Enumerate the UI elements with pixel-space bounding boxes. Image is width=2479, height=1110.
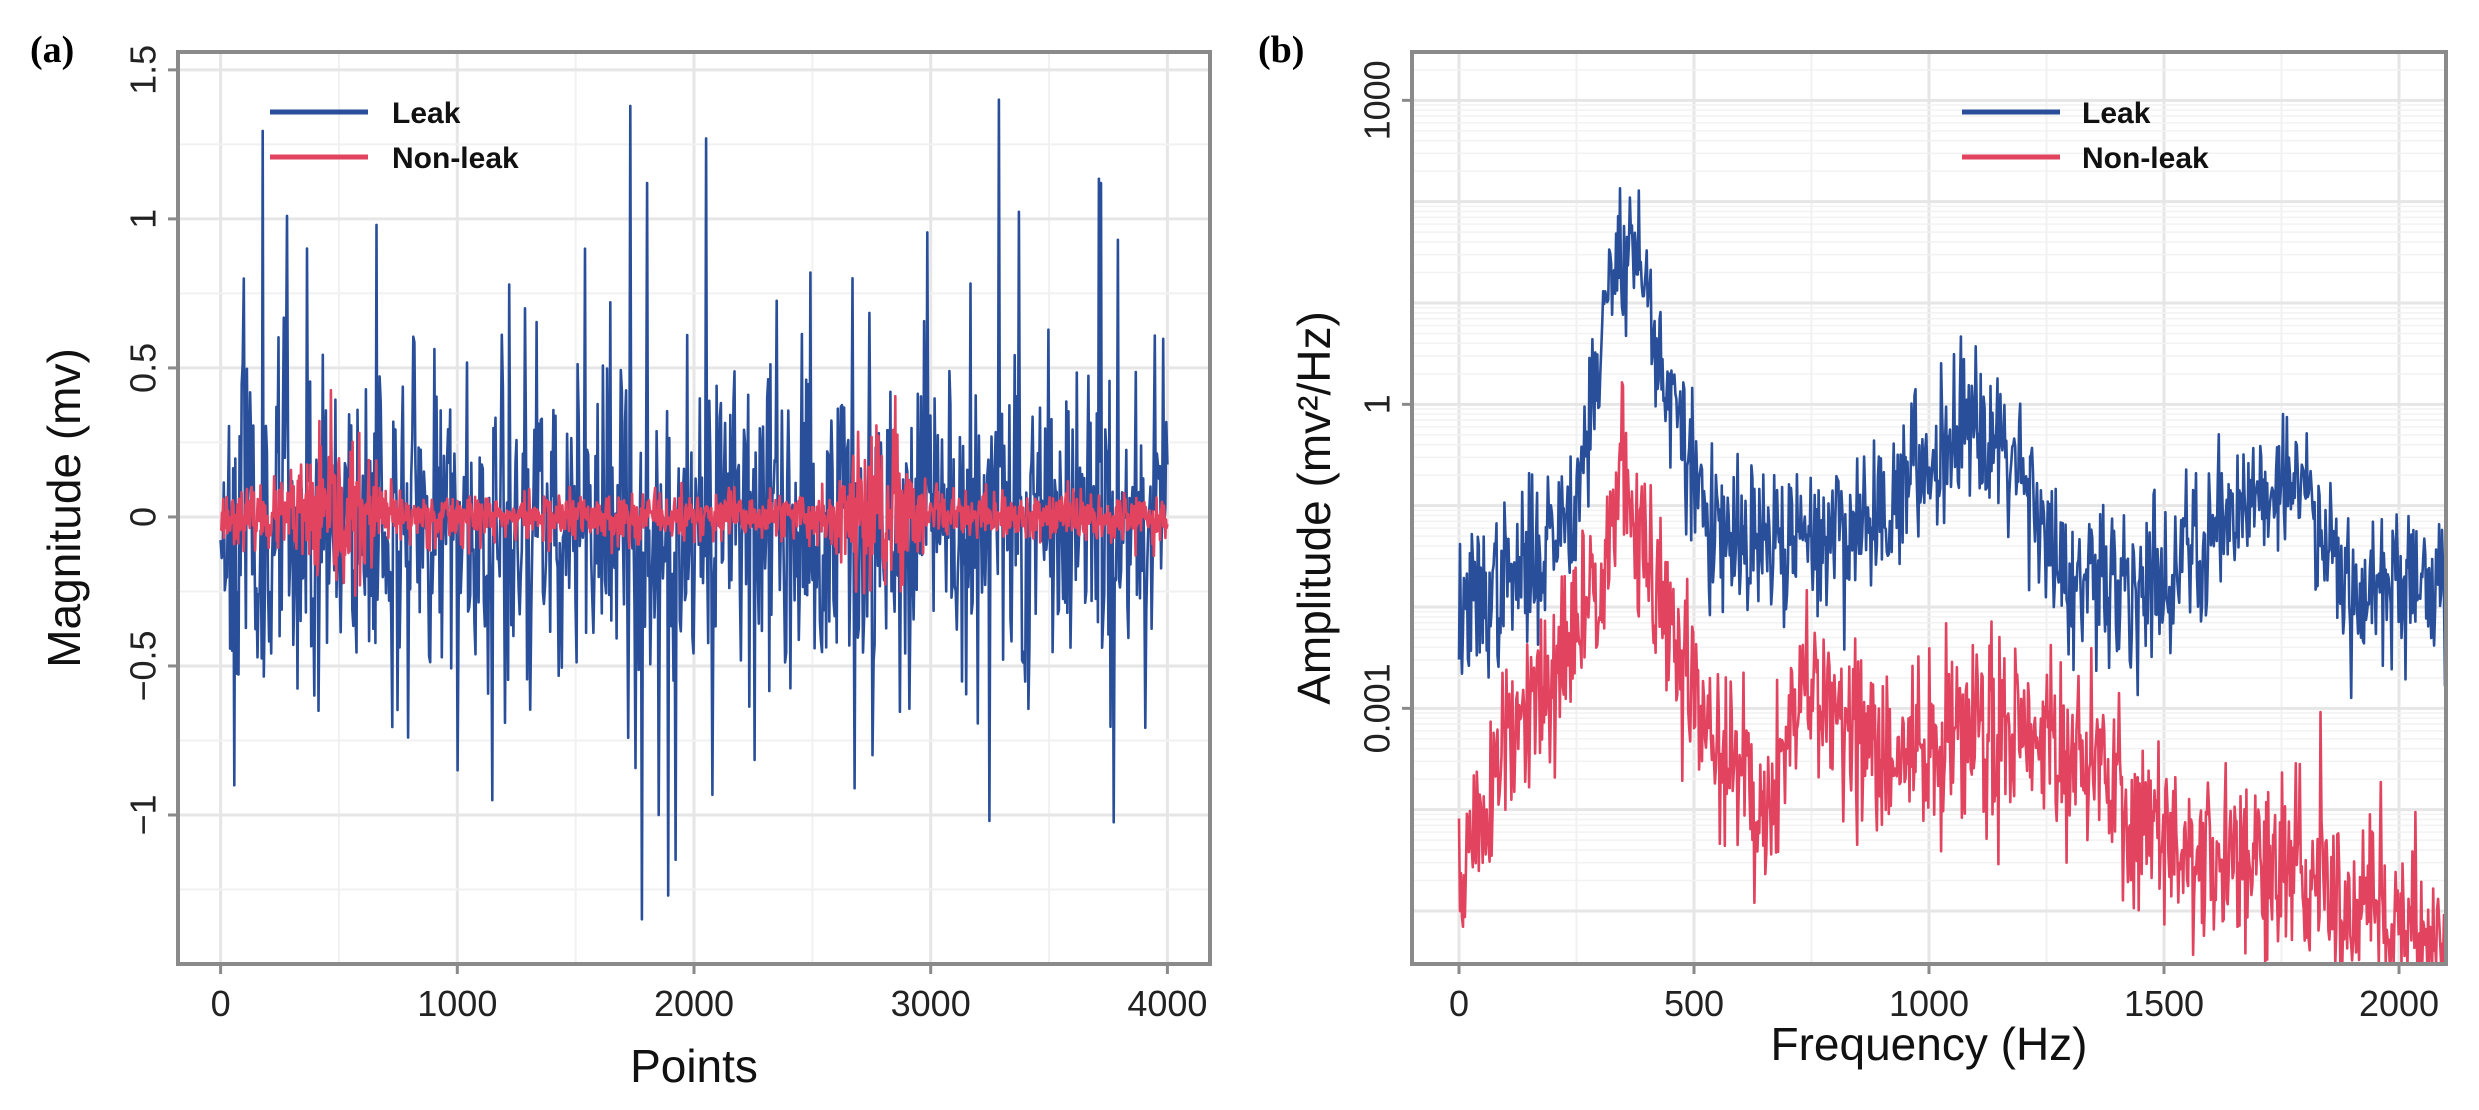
- panel-a-series-nonleak: [219, 388, 1169, 597]
- panel-a-x-tick-label: 3000: [891, 983, 971, 1024]
- panel-b-legend-nonleak-label: Non-leak: [2082, 142, 2209, 175]
- panel-a-legend-nonleak-label: Non-leak: [392, 142, 519, 175]
- panel-a-x-axis-title: Points: [630, 1040, 758, 1092]
- panel-b-x-ticks: 0 500 1000 1500 2000: [1449, 964, 2439, 1024]
- panel-a-y-tick-label: 0: [123, 507, 164, 527]
- panel-b-series: [1457, 187, 2448, 966]
- panel-a-legend: Leak Non-leak: [270, 97, 519, 175]
- panel-a-y-axis-title: Magnitude (mv): [38, 348, 90, 668]
- panel-a-x-tick-label: 4000: [1127, 983, 1207, 1024]
- panel-a-x-tick-label: 0: [211, 983, 231, 1024]
- panel-b-series-nonleak: [1457, 381, 2448, 966]
- panel-a-legend-leak-label: Leak: [392, 97, 461, 130]
- panel-a-series-leak: [219, 98, 1169, 921]
- panel-b-y-tick-label: 1000: [1357, 60, 1398, 140]
- panel-b-x-tick-label: 1500: [2124, 983, 2204, 1024]
- panel-b-y-tick-label: 0.001: [1357, 663, 1398, 753]
- panel-label-b: (b): [1258, 29, 1304, 71]
- panel-a-y-tick-label: −1: [123, 794, 164, 835]
- panel-b-x-tick-label: 500: [1664, 983, 1724, 1024]
- panel-b-legend-leak-label: Leak: [2082, 97, 2151, 130]
- panel-b-legend: Leak Non-leak: [1962, 97, 2209, 175]
- panel-a-x-ticks: 0 1000 2000 3000 4000: [211, 964, 1207, 1024]
- panel-a-y-ticks: −1 −0.5 0 0.5 1 1.5: [123, 45, 178, 836]
- panel-label-a: (a): [30, 29, 74, 71]
- panel-b-y-tick-label: 1: [1357, 394, 1398, 414]
- panel-a-x-tick-label: 2000: [654, 983, 734, 1024]
- panel-b-amplitude-chart: (b) 0 500 1000 1500 2000 0.001 1 1000 Frequenc…: [1258, 29, 2448, 1070]
- panel-b-series-leak: [1457, 187, 2448, 700]
- panel-a-y-tick-label: 1.5: [123, 45, 164, 95]
- panel-b-y-axis-title: Amplitude (mv²/Hz): [1288, 311, 1340, 705]
- panel-b-x-tick-label: 1000: [1889, 983, 1969, 1024]
- panel-b-x-tick-label: 2000: [2359, 983, 2439, 1024]
- panel-a-magnitude-chart: (a) 0 1000 2000 3000 4000 −1 −0.5 0 0.5 1 1.5 Poi…: [30, 29, 1212, 1092]
- panel-a-x-tick-label: 1000: [417, 983, 497, 1024]
- panel-b-x-tick-label: 0: [1449, 983, 1469, 1024]
- panel-a-y-tick-label: −0.5: [123, 630, 164, 701]
- panel-a-series: [219, 98, 1169, 921]
- panel-a-y-tick-label: 1: [123, 209, 164, 229]
- panel-b-y-ticks: 0.001 1 1000: [1357, 60, 1412, 753]
- panel-a-y-tick-label: 0.5: [123, 343, 164, 393]
- panel-b-x-axis-title: Frequency (Hz): [1771, 1018, 2088, 1070]
